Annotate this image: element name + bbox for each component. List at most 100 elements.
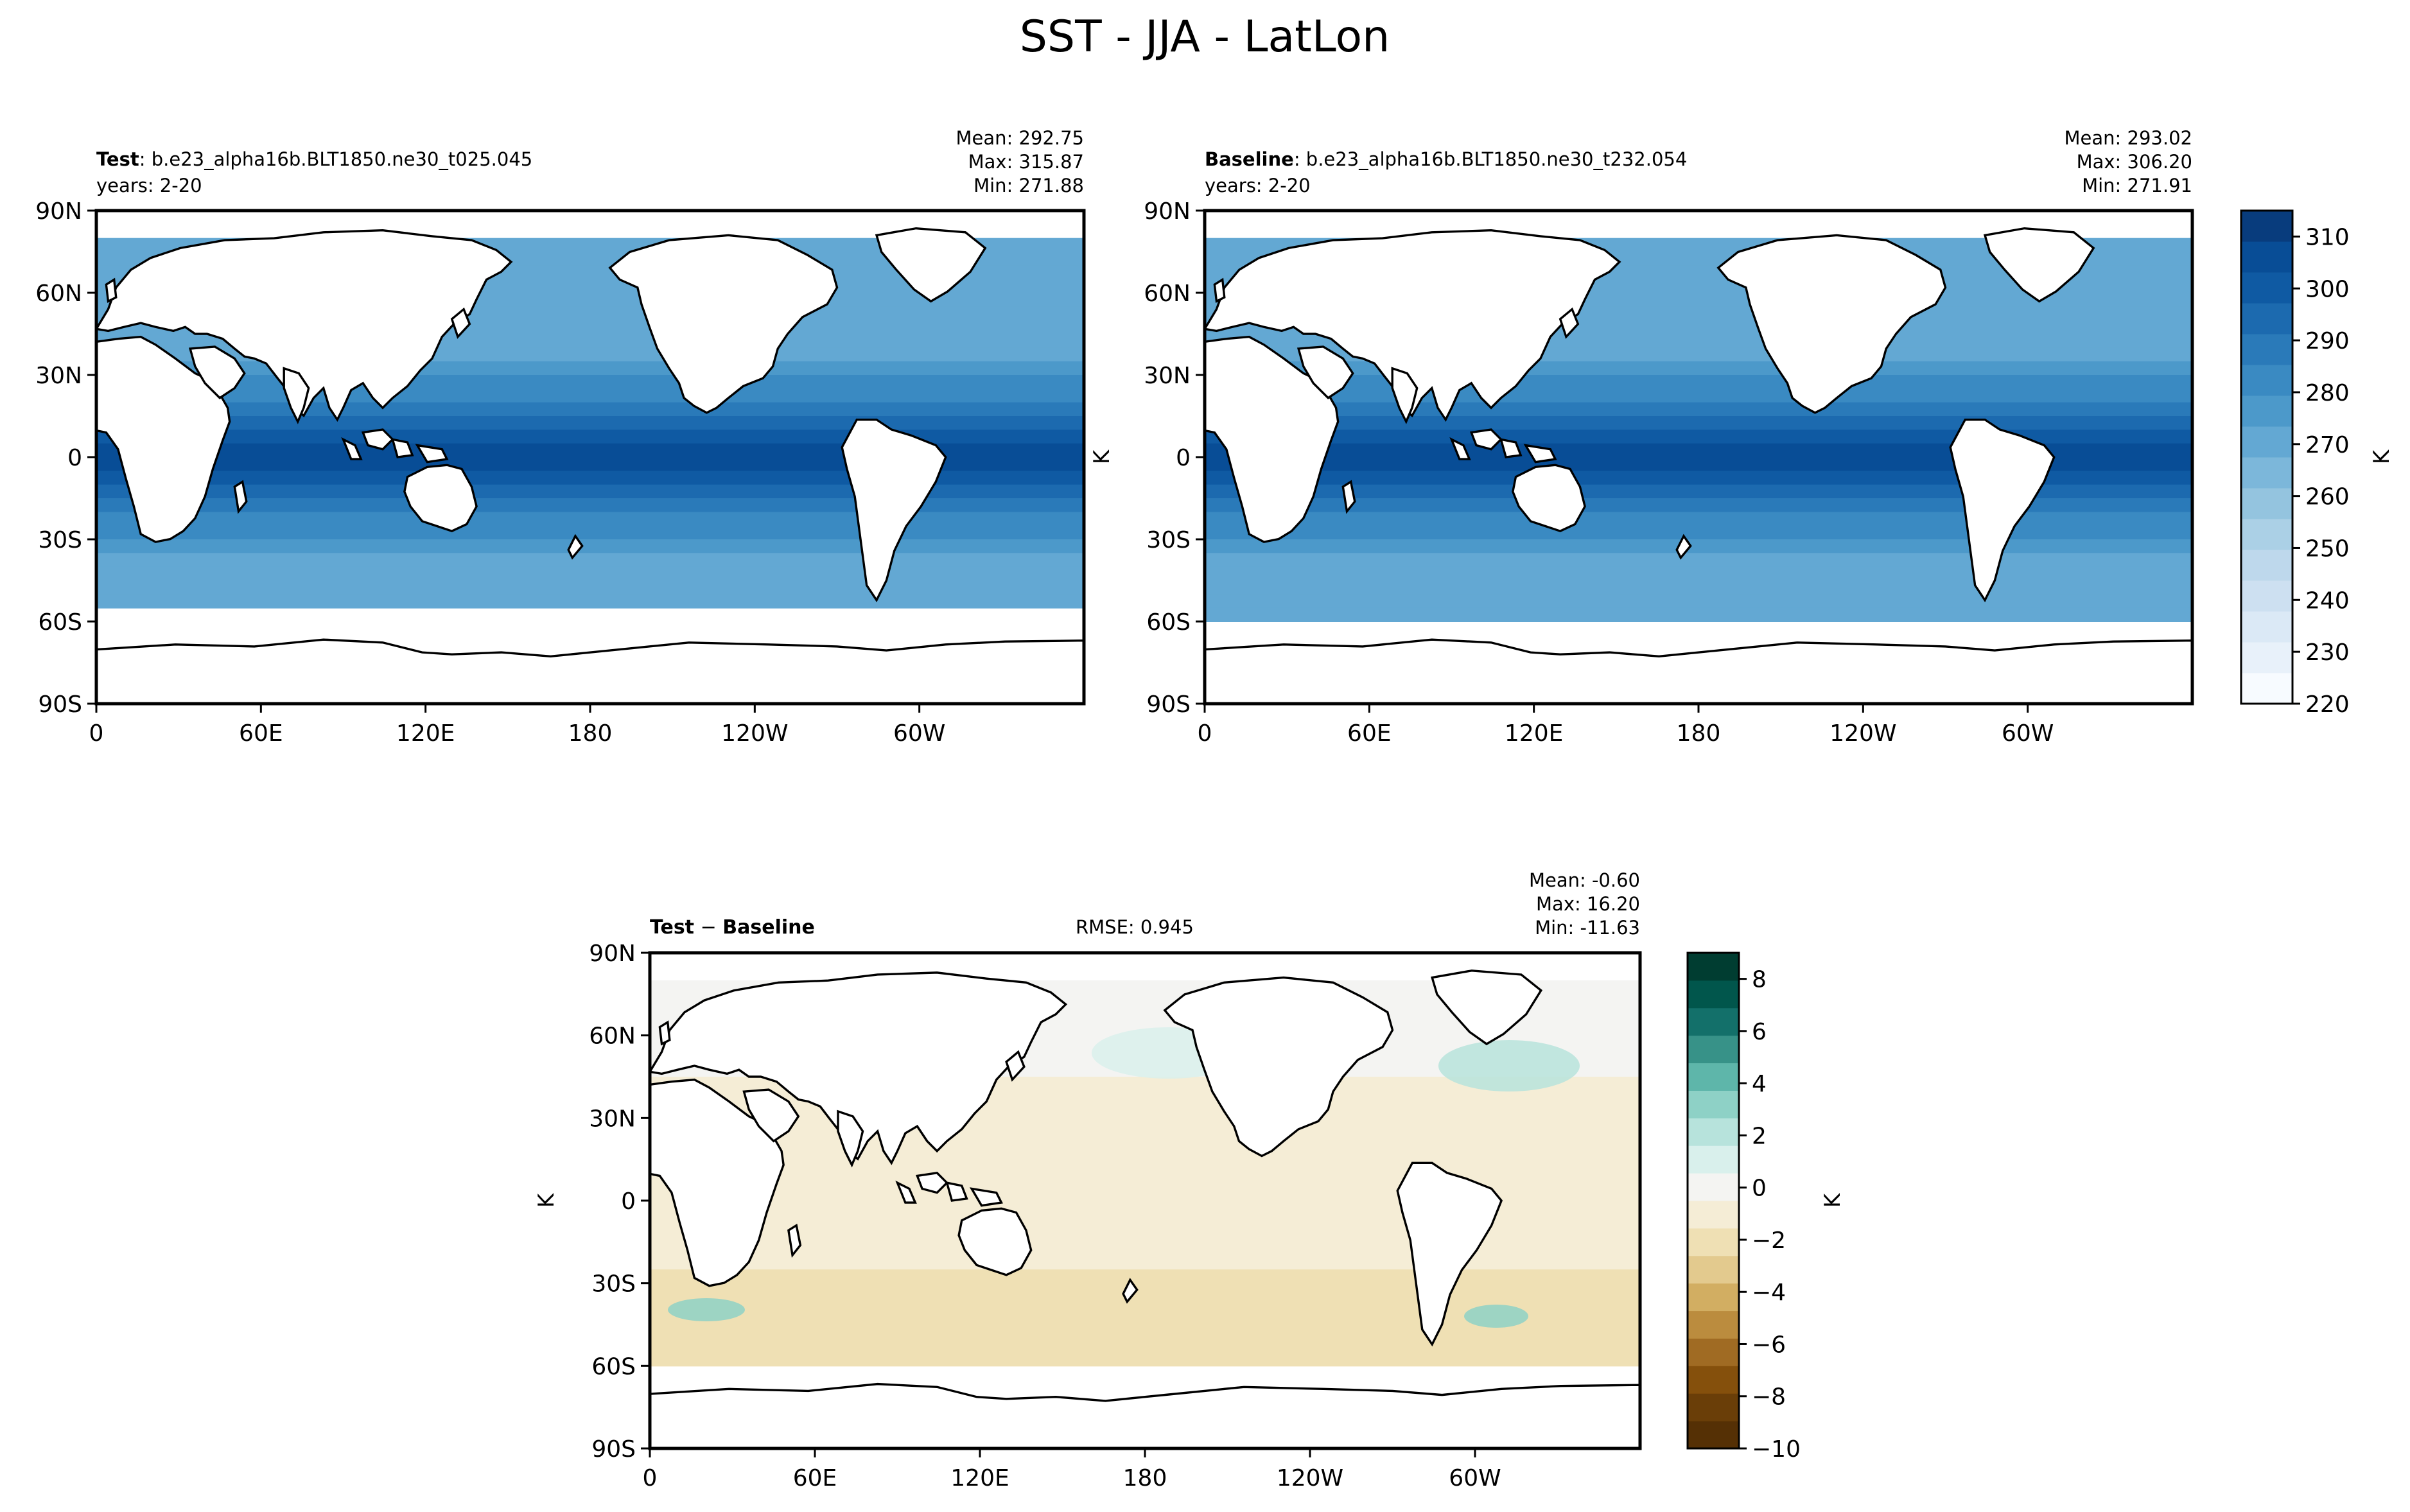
diff-band — [650, 1255, 1640, 1271]
diff-band — [650, 1173, 1640, 1188]
colorbar-swatch — [1688, 1283, 1739, 1312]
colorbar-swatch — [2241, 457, 2292, 489]
x-tick-label: 120E — [950, 1465, 1009, 1491]
x-tick-label: 120E — [396, 720, 455, 747]
diff-band — [650, 1269, 1640, 1284]
panel-difference-stat-mean: Mean: -0.60 — [1529, 869, 1640, 891]
y-tick-label: 0 — [1176, 445, 1191, 471]
ocean-band — [1205, 539, 2192, 554]
colorbar-swatch — [1688, 1366, 1739, 1394]
panel-test-label: Test: b.e23_alpha16b.BLT1850.ne30_t025.0… — [96, 148, 532, 170]
ocean-band — [96, 430, 1084, 444]
colorbar-swatch — [2241, 673, 2292, 704]
colorbar-swatch — [2241, 395, 2292, 427]
colorbar-swatch — [2241, 580, 2292, 612]
colorbar-tick-label: 260 — [2305, 484, 2350, 510]
diff-band — [650, 1325, 1640, 1339]
panel-test-axes: 0 60E 120E 180 120W 60W 90N 60N 30N 0 30S 60S 90S — [35, 198, 945, 747]
y-tick-label: 90S — [591, 1436, 636, 1463]
y-tick-label: 60N — [35, 281, 82, 307]
ocean-band — [96, 539, 1084, 554]
ocean-band — [1205, 566, 2192, 581]
y-tick-label: 30N — [1144, 363, 1191, 389]
panel-baseline-stat-mean: Mean: 293.02 — [2065, 127, 2192, 149]
colorbar-swatch — [2241, 611, 2292, 643]
panel-test-stat-mean: Mean: 292.75 — [956, 127, 1084, 149]
panel-test-stat-max: Max: 315.87 — [968, 151, 1084, 173]
ocean-band — [1205, 607, 2192, 622]
diff-band — [650, 1310, 1640, 1325]
colorbar-swatch — [1688, 980, 1739, 1009]
x-tick-label: 0 — [643, 1465, 658, 1491]
panel-baseline-stat-max: Max: 306.20 — [2077, 151, 2192, 173]
colorbar-swatch — [1688, 1118, 1739, 1146]
colorbar-tick-label: 8 — [1752, 967, 1767, 993]
diff-band — [650, 1131, 1640, 1147]
ocean-band — [96, 566, 1084, 581]
ocean-band — [96, 512, 1084, 526]
panel-difference-axes: 0 60E 120E 180 120W 60W 90N 60N 30N 0 30S 60S 90S — [589, 941, 1501, 1491]
diff-band — [650, 1214, 1640, 1229]
ocean-band — [1205, 416, 2192, 431]
colorbar-swatch — [1688, 953, 1739, 981]
x-tick-label: 120W — [1277, 1465, 1343, 1491]
colorbar-swatch — [1688, 1393, 1739, 1421]
colorbar-tick-label: 4 — [1752, 1071, 1767, 1097]
ocean-band — [1205, 430, 2192, 444]
y-tick-label: 30N — [589, 1106, 636, 1132]
ocean-band — [1205, 471, 2192, 485]
colorbar-tick-label: −6 — [1752, 1332, 1786, 1358]
x-tick-label: 120W — [721, 720, 788, 747]
panel-baseline-ylabel: K — [1089, 449, 1115, 464]
x-tick-label: 180 — [1677, 720, 1721, 747]
colorbar-tick-label: −10 — [1752, 1436, 1801, 1463]
colorbar-swatch — [2241, 241, 2292, 273]
x-tick-label: 0 — [1198, 720, 1212, 747]
ocean-band — [96, 471, 1084, 485]
colorbar-diff-label: K — [1820, 1192, 1846, 1208]
colorbar-swatch — [2241, 488, 2292, 519]
ocean-band — [96, 443, 1084, 458]
ocean-band — [1205, 402, 2192, 417]
colorbar-swatch — [1688, 1007, 1739, 1036]
ocean-band — [1205, 457, 2192, 472]
colorbar-swatch — [2241, 519, 2292, 550]
x-tick-label: 60W — [1449, 1465, 1501, 1491]
colorbar-tick-label: −4 — [1752, 1280, 1786, 1306]
y-tick-label: 90N — [1144, 198, 1191, 225]
colorbar-swatch — [1688, 1063, 1739, 1091]
panel-difference: Test − Baseline RMSE: 0.945 Mean: -0.60 … — [534, 869, 1846, 1491]
y-tick-label: 90S — [38, 691, 82, 718]
diff-band — [650, 1145, 1640, 1160]
panel-difference-map — [650, 969, 1640, 1448]
panel-difference-stat-max: Max: 16.20 — [1536, 893, 1640, 915]
colorbar-frame — [1686, 952, 1740, 1450]
panel-baseline-subtitle: years: 2-20 — [1205, 175, 1311, 196]
ocean-band — [96, 388, 1084, 403]
colorbar-swatch — [1688, 1421, 1739, 1449]
diff-band — [650, 1351, 1640, 1367]
colorbar-swatch — [1688, 1090, 1739, 1118]
ocean-band — [1205, 484, 2192, 499]
panel-difference-rmse: RMSE: 0.945 — [1076, 916, 1194, 938]
y-tick-label: 60N — [589, 1023, 636, 1050]
x-tick-label: 180 — [568, 720, 613, 747]
x-tick-label: 60W — [893, 720, 945, 747]
colorbar-swatch — [2241, 365, 2292, 396]
diff-anomaly-patch — [1438, 1040, 1580, 1091]
y-tick-label: 30S — [591, 1271, 636, 1298]
panel-baseline-map — [1205, 227, 2192, 704]
panel-baseline-label: Baseline: b.e23_alpha16b.BLT1850.ne30_t2… — [1205, 148, 1687, 170]
ocean-band — [96, 553, 1084, 568]
y-tick-label: 90N — [589, 941, 636, 967]
x-tick-label: 60E — [793, 1465, 837, 1491]
colorbar-swatch — [1688, 1201, 1739, 1229]
colorbar-tick-label: −8 — [1752, 1384, 1786, 1411]
y-tick-label: 30N — [35, 363, 82, 389]
colorbar-swatch — [1688, 1255, 1739, 1284]
panel-test-stat-min: Min: 271.88 — [974, 175, 1084, 196]
ocean-band — [1205, 594, 2192, 609]
ocean-band — [96, 525, 1084, 540]
y-tick-label: 60N — [1144, 281, 1191, 307]
colorbar-tick-label: 240 — [2305, 587, 2350, 614]
